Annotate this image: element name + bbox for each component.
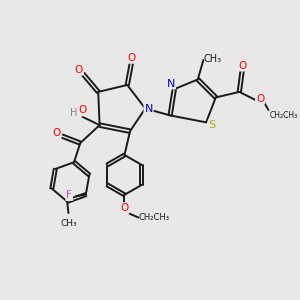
Text: F: F [66, 190, 72, 200]
Text: N: N [167, 79, 175, 88]
Text: CH₂CH₃: CH₂CH₃ [138, 213, 169, 222]
Text: N: N [144, 103, 153, 113]
Text: O: O [127, 53, 136, 63]
Text: O: O [238, 61, 246, 70]
Text: O: O [256, 94, 264, 104]
Text: CH₂CH₃: CH₂CH₃ [270, 111, 298, 120]
Text: CH₃: CH₃ [60, 219, 77, 228]
Text: O: O [52, 128, 61, 138]
Text: O: O [78, 105, 87, 116]
Text: O: O [120, 203, 129, 213]
Text: H: H [70, 108, 77, 118]
Text: CH₃: CH₃ [204, 54, 222, 64]
Text: O: O [75, 65, 83, 75]
Text: S: S [208, 120, 216, 130]
